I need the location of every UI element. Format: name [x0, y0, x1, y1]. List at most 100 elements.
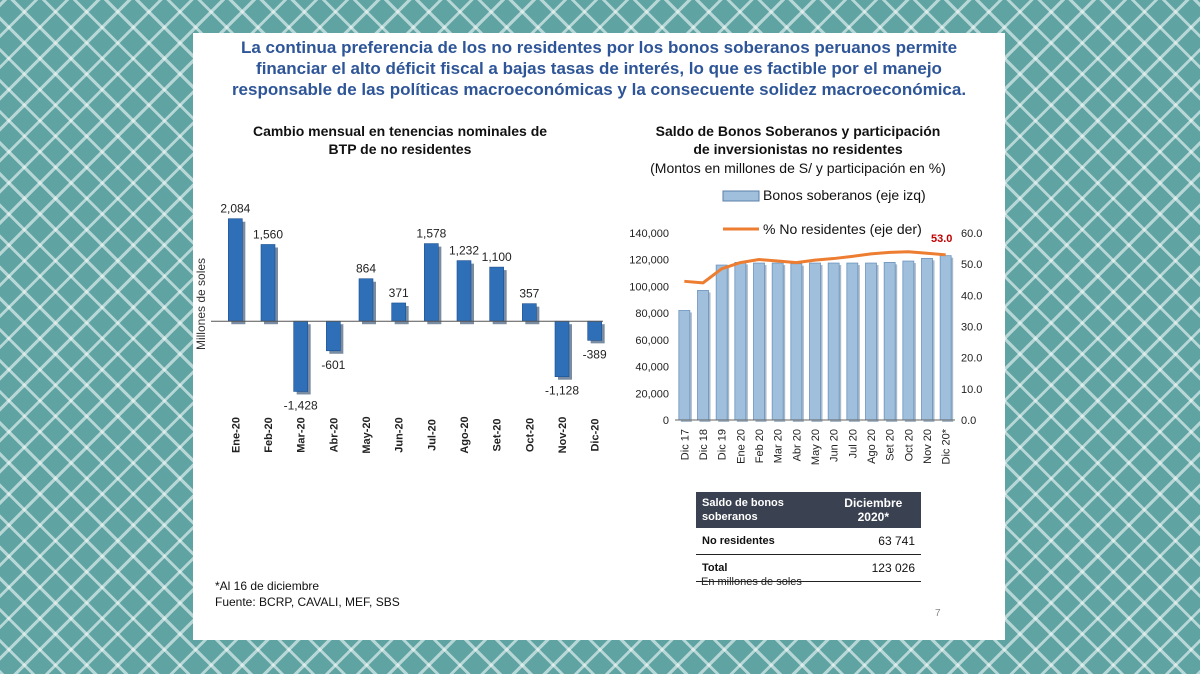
right-combo-chart: Bonos soberanos (eje izq) % No residentes… — [629, 187, 982, 465]
bar — [939, 255, 952, 421]
y-axis-label: Millones de soles — [194, 258, 208, 350]
right-tick-label: 60.0 — [961, 228, 982, 240]
data-label: -1,428 — [284, 398, 318, 412]
bar — [228, 218, 243, 322]
x-tick-label: Set 20 — [885, 429, 897, 461]
x-tick-label: Dic 20* — [941, 428, 953, 464]
slide: La continua preferencia de los no reside… — [193, 33, 1005, 640]
bar — [753, 262, 765, 421]
bar — [865, 262, 877, 421]
x-tick-label: Nov-20 — [557, 417, 569, 454]
x-tick-label: Dic 18 — [698, 429, 710, 460]
bar — [771, 262, 784, 421]
data-label: 1,100 — [482, 250, 512, 264]
headline: La continua preferencia de los no reside… — [231, 38, 967, 99]
series-line — [684, 250, 946, 285]
bonds-table: Saldo de bonos soberanos Diciembre 2020*… — [696, 492, 921, 582]
right-tick-label: 0.0 — [961, 415, 976, 427]
right-tick-label: 40.0 — [961, 290, 982, 302]
data-label: 2,084 — [220, 202, 250, 216]
bar — [697, 290, 709, 421]
left-tick-label: 20,000 — [635, 388, 669, 400]
table-note: En millones de soles — [701, 576, 802, 588]
right-tick-label: 50.0 — [961, 259, 982, 271]
data-label: 371 — [389, 286, 409, 300]
x-tick-label: Ago-20 — [459, 416, 471, 453]
left-tick-label: 120,000 — [629, 255, 669, 267]
x-tick-label: Ago 20 — [866, 429, 878, 464]
left-tick-label: 40,000 — [635, 362, 669, 374]
x-tick-label: Dic 19 — [717, 429, 729, 460]
footnote-asterisk: *Al 16 de diciembre — [215, 579, 320, 593]
legend-bar-label: Bonos soberanos (eje izq) — [763, 187, 926, 203]
bar — [358, 278, 374, 322]
x-tick-label: Jul-20 — [426, 419, 438, 451]
x-tick-label: Jun-20 — [394, 417, 406, 452]
right-tick-label: 30.0 — [961, 322, 982, 334]
bar — [587, 320, 602, 341]
bar — [921, 257, 933, 421]
right-tick-label: 10.0 — [961, 384, 982, 396]
bar — [424, 243, 439, 322]
table-row: No residentes 63 741 — [696, 528, 921, 555]
data-label: 864 — [356, 262, 376, 276]
left-chart-title: Cambio mensual en tenencias nominales de… — [252, 123, 548, 157]
bar — [522, 303, 537, 322]
left-bar-chart: Millones de soles2,084Ene-201,560Feb-20-… — [194, 202, 607, 454]
table-header-label: Saldo de bonos soberanos — [696, 492, 826, 528]
bar — [809, 262, 821, 421]
bar — [456, 260, 472, 322]
bar — [846, 262, 859, 421]
data-label: -601 — [321, 358, 345, 372]
left-tick-label: 80,000 — [635, 308, 669, 320]
x-tick-label: Feb-20 — [263, 417, 275, 452]
left-tick-label: 0 — [663, 415, 669, 427]
data-label: 1,560 — [253, 227, 283, 241]
left-tick-label: 100,000 — [629, 281, 669, 293]
bar — [293, 320, 308, 392]
footnote-source: Fuente: BCRP, CAVALI, MEF, SBS — [215, 595, 400, 609]
table-row-value: 63 741 — [825, 528, 921, 555]
data-label: 1,232 — [449, 244, 479, 258]
data-label: 357 — [519, 287, 539, 301]
x-tick-label: Jul 20 — [847, 429, 859, 458]
bar — [391, 302, 406, 322]
bar — [883, 261, 896, 421]
table-row-label: No residentes — [696, 528, 826, 555]
x-tick-label: May 20 — [810, 429, 822, 465]
left-tick-label: 60,000 — [635, 335, 669, 347]
bar — [489, 266, 504, 322]
x-tick-label: Set-20 — [492, 418, 504, 451]
x-tick-label: Dic 17 — [679, 429, 691, 460]
table-row: Total 123 026 — [696, 554, 921, 582]
bar — [326, 320, 341, 352]
table-row-value: 123 026 — [825, 554, 921, 582]
bar — [715, 264, 728, 421]
x-tick-label: Mar-20 — [296, 417, 308, 452]
x-tick-label: Mar 20 — [773, 429, 785, 463]
data-label: -1,128 — [545, 384, 579, 398]
data-label: 1,578 — [416, 227, 446, 241]
x-tick-label: Abr-20 — [328, 418, 340, 453]
last-value-annotation: 53.0 — [931, 233, 952, 245]
page-number: 7 — [935, 608, 941, 619]
x-tick-label: Feb 20 — [754, 429, 766, 463]
legend-line-label: % No residentes (eje der) — [763, 221, 922, 237]
table-header-row: Saldo de bonos soberanos Diciembre 2020* — [696, 492, 921, 528]
footnote: *Al 16 de diciembre Fuente: BCRP, CAVALI… — [215, 578, 400, 610]
bar — [734, 261, 747, 421]
bar — [827, 262, 840, 421]
x-tick-label: Dic-20 — [590, 418, 602, 451]
legend-bar-swatch — [722, 190, 760, 202]
data-label: -389 — [583, 347, 607, 361]
x-tick-label: Ene 20 — [735, 429, 747, 464]
bar — [260, 244, 276, 322]
x-tick-label: May-20 — [361, 416, 373, 453]
bar — [902, 260, 915, 421]
right-tick-label: 20.0 — [961, 353, 982, 365]
x-tick-label: Ene-20 — [230, 417, 242, 453]
left-tick-label: 140,000 — [629, 228, 669, 240]
bar — [554, 320, 570, 378]
right-chart-title: Saldo de Bonos Soberanos y participación… — [655, 123, 941, 157]
x-tick-label: Jun 20 — [829, 429, 841, 462]
